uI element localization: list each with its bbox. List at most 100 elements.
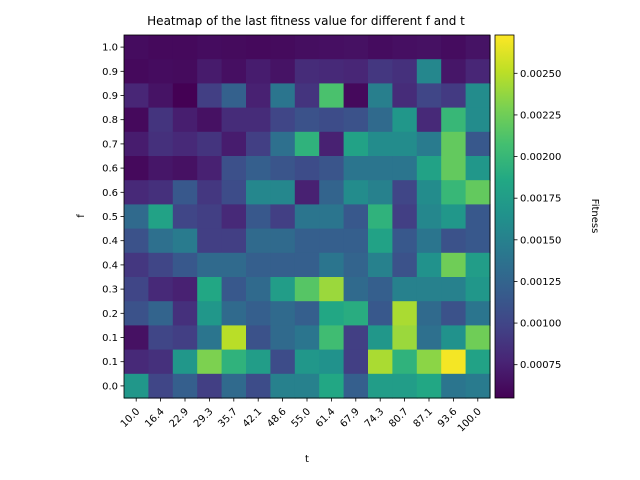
- heatmap-cell: [197, 180, 223, 205]
- heatmap-cell: [221, 59, 247, 84]
- heatmap-cell: [270, 59, 296, 84]
- heatmap-cell: [368, 349, 393, 375]
- colorbar-tick-label: 0.00175: [520, 194, 561, 205]
- heatmap-cell: [172, 252, 198, 278]
- colorbar-tick-label: 0.00200: [520, 152, 561, 163]
- heatmap-cell: [124, 180, 149, 205]
- heatmap-cell: [294, 107, 320, 133]
- y-tick-label: 0.5: [102, 212, 118, 223]
- heatmap-cell: [392, 204, 418, 230]
- heatmap-cell: [319, 373, 345, 399]
- heatmap-cell: [368, 107, 393, 133]
- heatmap-cell: [172, 349, 198, 375]
- x-tick-label: 67.9: [338, 406, 362, 430]
- heatmap-cell: [197, 204, 223, 230]
- heatmap-cell: [416, 325, 442, 351]
- heatmap-cell: [172, 35, 198, 60]
- heatmap-cell: [221, 325, 247, 351]
- x-tick-label: 87.1: [412, 406, 436, 430]
- heatmap-cell: [465, 228, 491, 254]
- heatmap-cell: [319, 204, 345, 230]
- heatmap-cell: [221, 35, 247, 60]
- x-axis-label: t: [305, 454, 309, 465]
- heatmap-cell: [392, 180, 418, 205]
- heatmap-cell: [172, 301, 198, 326]
- heatmap-cell: [270, 277, 296, 302]
- heatmap-cell: [221, 180, 247, 205]
- colorbar-ticks: 0.00075 0.00100 0.00125 0.00150 0.00175 0.002…: [514, 69, 561, 371]
- heatmap-cell: [148, 204, 174, 230]
- y-tick-label: 0.1: [102, 333, 118, 344]
- heatmap-cell: [441, 83, 467, 109]
- heatmap-cell: [465, 83, 491, 109]
- heatmap-cell: [270, 35, 296, 60]
- heatmap-cell: [319, 252, 345, 278]
- heatmap-cell: [221, 349, 247, 375]
- heatmap-cell: [246, 59, 271, 84]
- heatmap-cell: [392, 252, 418, 278]
- heatmap-cell: [221, 252, 247, 278]
- heatmap-cell: [319, 301, 345, 326]
- heatmap-cell: [148, 35, 174, 60]
- heatmap-cell: [343, 349, 369, 375]
- heatmap-cell: [148, 156, 174, 181]
- y-tick-label: 0.1: [102, 357, 118, 368]
- heatmap-cell: [416, 131, 442, 157]
- heatmap-cell: [441, 325, 467, 351]
- heatmap-cell: [294, 252, 320, 278]
- plot-frame: [123, 34, 491, 399]
- heatmap-cell: [221, 301, 247, 326]
- heatmap-cell: [441, 180, 467, 205]
- heatmap-cell: [392, 373, 418, 399]
- heatmap-cell: [441, 59, 467, 84]
- heatmap-cell: [172, 373, 198, 399]
- heatmap-cell: [294, 277, 320, 302]
- heatmap-cell: [148, 83, 174, 109]
- colorbar-tick-label: 0.00225: [520, 110, 561, 121]
- heatmap-cell: [294, 180, 320, 205]
- heatmap-cell: [270, 107, 296, 133]
- heatmap-cell: [270, 252, 296, 278]
- heatmap-cell: [197, 107, 223, 133]
- heatmap-cell: [441, 107, 467, 133]
- heatmap-cell: [197, 228, 223, 254]
- heatmap-cell: [343, 107, 369, 133]
- heatmap-cell: [270, 131, 296, 157]
- heatmap-cell: [465, 277, 491, 302]
- heatmap-cell: [465, 373, 491, 399]
- heatmap-cell: [246, 252, 271, 278]
- colorbar-tick-label: 0.00150: [520, 235, 561, 246]
- heatmap-cell: [465, 59, 491, 84]
- heatmap-cell: [197, 131, 223, 157]
- heatmap-cell: [124, 277, 149, 302]
- heatmap-cell: [270, 180, 296, 205]
- heatmap-cell: [148, 277, 174, 302]
- heatmap-cell: [172, 59, 198, 84]
- heatmap-cell: [124, 373, 149, 399]
- heatmap-cell: [197, 83, 223, 109]
- heatmap-cell: [343, 59, 369, 84]
- heatmap-cell: [246, 228, 271, 254]
- heatmap-cell: [441, 373, 467, 399]
- x-tick-label: 29.3: [192, 406, 216, 430]
- heatmap-cell: [392, 301, 418, 326]
- colorbar-label: Fitness: [589, 199, 600, 234]
- heatmap-cell: [246, 131, 271, 157]
- heatmap-cell: [270, 156, 296, 181]
- heatmap-cell: [319, 83, 345, 109]
- heatmap-cell: [124, 156, 149, 181]
- heatmap-cell: [416, 204, 442, 230]
- heatmap-cell: [294, 131, 320, 157]
- y-tick-label: 0.7: [102, 139, 118, 150]
- heatmap-cell: [392, 349, 418, 375]
- heatmap-cell: [441, 156, 467, 181]
- heatmap-cell: [172, 325, 198, 351]
- heatmap-cell: [172, 107, 198, 133]
- heatmap-cell: [368, 325, 393, 351]
- heatmap-cell: [392, 59, 418, 84]
- heatmap-cell: [270, 301, 296, 326]
- heatmap-cell: [197, 373, 223, 399]
- heatmap-cell: [319, 156, 345, 181]
- heatmap-cell: [368, 156, 393, 181]
- heatmap-cell: [148, 131, 174, 157]
